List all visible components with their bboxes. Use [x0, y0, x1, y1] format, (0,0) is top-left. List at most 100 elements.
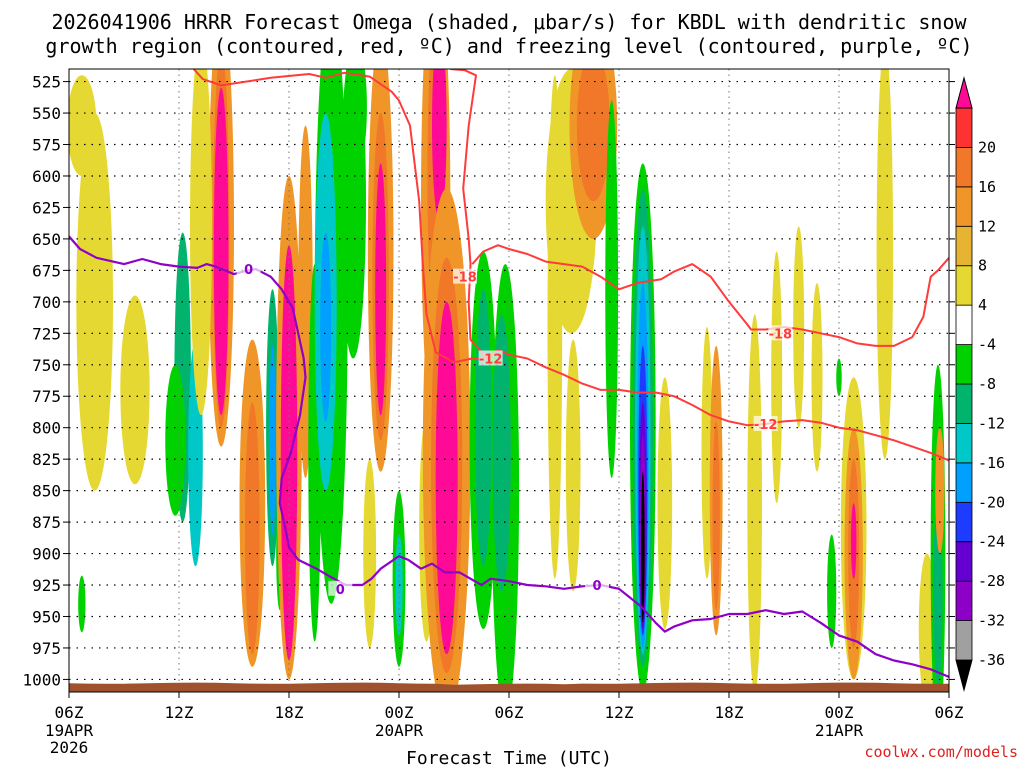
- omega-cell: [78, 575, 86, 633]
- contour-label: -12: [754, 418, 778, 433]
- omega-cell: [827, 534, 837, 648]
- colorbar-label: -20: [978, 493, 1005, 511]
- x-tick-label: 06Z: [495, 703, 524, 722]
- omega-cell: [712, 421, 720, 611]
- colorbar-swatch: [955, 541, 973, 582]
- x-tick-label: 2026: [50, 738, 89, 757]
- y-tick-label: 900: [32, 545, 61, 564]
- colorbar-swatch: [955, 147, 973, 188]
- omega-cell: [701, 327, 713, 579]
- omega-cell: [747, 314, 763, 692]
- contour-label: -12: [479, 352, 503, 367]
- x-tick-label: 06Z: [55, 703, 84, 722]
- contour-label-bg: [753, 415, 778, 431]
- omega-cell: [435, 301, 458, 655]
- x-tick-label: 06Z: [935, 703, 964, 722]
- y-tick-label: 800: [32, 419, 61, 438]
- contour-label-bg: [768, 325, 793, 341]
- y-tick-label: 925: [32, 576, 61, 595]
- y-tick-label: 950: [32, 607, 61, 626]
- colorbar: -36 -32 -28 -24 -20 -16 -12 -8 -4 4 8 12 16 20: [955, 76, 1005, 692]
- colorbar-label: -24: [978, 533, 1005, 551]
- contour-label: -18: [769, 327, 793, 342]
- omega-cell: [432, 69, 447, 221]
- colorbar-swatch: [955, 107, 973, 148]
- y-tick-label: 675: [32, 261, 61, 280]
- omega-cell: [565, 339, 581, 592]
- colorbar-label: -28: [978, 572, 1005, 590]
- colorbar-swatch: [955, 344, 973, 385]
- colorbar-swatch: [955, 383, 973, 424]
- colorbar-swatch: [955, 501, 973, 543]
- contour-label: 0: [336, 583, 345, 598]
- contour-label: 0: [592, 579, 601, 594]
- y-tick-label: 750: [32, 356, 61, 375]
- x-tick-label: 21APR: [815, 721, 864, 740]
- y-tick-label: 975: [32, 639, 61, 658]
- omega-cell: [641, 471, 645, 623]
- colorbar-label: 4: [978, 296, 987, 314]
- y-tick-label: 700: [32, 293, 61, 312]
- snow-growth-contour-lower: [471, 244, 949, 347]
- contour-label-bg: [453, 268, 477, 284]
- colorbar-label: -8: [978, 375, 996, 393]
- y-tick-label: 550: [32, 104, 61, 123]
- colorbar-swatch: [955, 620, 973, 661]
- omega-cell: [165, 364, 186, 516]
- omega-cell: [657, 377, 673, 630]
- contour-label-bg: [236, 261, 261, 277]
- omega-cell: [280, 245, 298, 661]
- x-tick-label: 19APR: [45, 721, 94, 740]
- omega-cell: [69, 75, 97, 176]
- snow-growth-contour-upper: [192, 69, 491, 364]
- plot-area: -18 -18 -12 -12 0 0 0: [69, 69, 949, 692]
- omega-cell: [245, 402, 260, 655]
- colorbar-label: 12: [978, 217, 996, 235]
- colorbar-label: -12: [978, 414, 1005, 432]
- omega-cell: [375, 163, 387, 416]
- omega-cell: [269, 345, 276, 535]
- credit-text: coolwx.com/models: [864, 743, 1018, 761]
- omega-cell: [605, 100, 619, 479]
- y-tick-label: 625: [32, 198, 61, 217]
- snow-growth-contour-inner: [450, 69, 499, 360]
- omega-cell: [190, 69, 212, 416]
- colorbar-swatch: [955, 423, 973, 464]
- contours: -18 -18 -12 -12 0 0 0: [69, 69, 949, 678]
- colorbar-max-arrow: [955, 76, 973, 109]
- colorbar-swatch: [955, 462, 973, 503]
- colorbar-label: -4: [978, 336, 996, 354]
- contour-label-bg: [328, 580, 353, 596]
- omega-cell: [354, 69, 367, 158]
- contour-label: 0: [244, 263, 253, 278]
- omega-cell: [120, 295, 150, 485]
- omega-cell: [771, 251, 783, 504]
- y-tick-label: 825: [32, 450, 61, 469]
- x-axis-label: Forecast Time (UTC): [406, 748, 612, 768]
- contour-label-bg: [585, 577, 609, 593]
- y-tick-label: 575: [32, 136, 61, 155]
- contour-label: -18: [453, 271, 477, 286]
- omega-cell: [811, 282, 823, 472]
- omega-cell: [320, 232, 332, 422]
- colorbar-label: 16: [978, 178, 996, 196]
- y-tick-label: 650: [32, 230, 61, 249]
- x-tick-label: 18Z: [275, 703, 304, 722]
- omega-cell: [876, 69, 894, 460]
- omega-cell: [793, 226, 805, 428]
- colorbar-label: -36: [978, 651, 1005, 669]
- y-tick-label: 1000: [22, 670, 61, 689]
- omega-field: [69, 69, 946, 692]
- x-tick-label: 12Z: [165, 703, 194, 722]
- colorbar-label: 20: [978, 138, 996, 156]
- y-tick-label: 850: [32, 482, 61, 501]
- y-tick-label: 600: [32, 167, 61, 186]
- y-tick-label: 525: [32, 73, 61, 92]
- x-tick-label: 00Z: [385, 703, 414, 722]
- omega-cell: [213, 87, 229, 416]
- freezing-level-contour: [69, 235, 949, 678]
- colorbar-swatch: [955, 580, 973, 621]
- x-tick-label: 00Z: [825, 703, 854, 722]
